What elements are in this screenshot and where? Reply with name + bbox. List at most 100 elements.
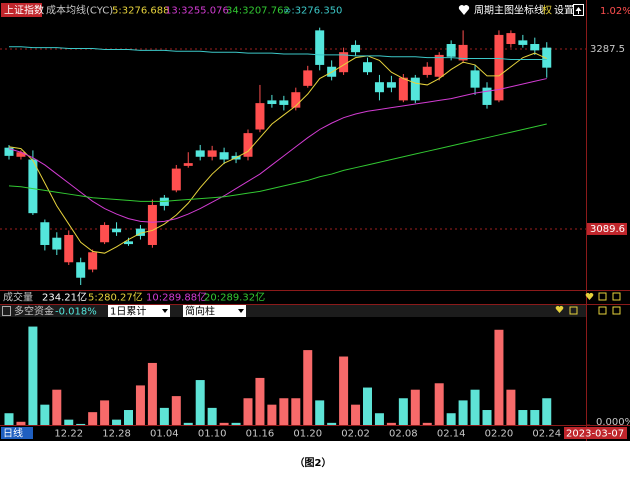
bar <box>327 422 337 425</box>
dropdown-arrow <box>162 309 168 313</box>
toolbar-item[interactable]: 设置 <box>554 5 574 17</box>
period: 日线 <box>3 427 23 440</box>
candle-body <box>315 30 325 65</box>
legend-entry: ∞:3276.350 <box>283 6 342 17</box>
x-tick-label: 01.04 <box>150 429 179 440</box>
bar <box>171 396 181 425</box>
chart-background <box>0 0 630 441</box>
candle-body <box>16 152 26 157</box>
dropdown[interactable] <box>183 305 246 317</box>
ma-line <box>8 52 547 254</box>
candle-body <box>363 62 372 73</box>
toolbar-item[interactable]: 周期 <box>474 5 494 17</box>
index-badge <box>1 3 42 17</box>
legend-entry: 13:3255.076 <box>165 6 229 17</box>
x-tick-label: 02.14 <box>437 429 466 440</box>
bar <box>28 326 38 425</box>
frame <box>0 0 630 441</box>
bar <box>315 400 325 425</box>
bar <box>458 400 468 425</box>
toolbar-item[interactable]: 权 <box>542 4 552 17</box>
bar <box>40 404 50 425</box>
bar <box>339 356 349 425</box>
candle-body <box>279 100 289 105</box>
candle-body <box>470 70 480 88</box>
top-right-label: 1.02% <box>600 6 630 17</box>
bar <box>231 422 241 425</box>
x-tick-label: 01.10 <box>198 429 227 440</box>
bar <box>267 404 277 425</box>
ma-line <box>8 78 547 223</box>
collapse-arrow <box>575 7 582 14</box>
bar <box>363 387 372 425</box>
bar <box>434 383 444 425</box>
ma-line <box>8 123 547 202</box>
help-icon[interactable] <box>2 306 11 316</box>
candle-body <box>100 224 110 243</box>
bar <box>4 413 14 425</box>
bar <box>124 410 133 425</box>
candle-body <box>112 228 122 233</box>
candle-body <box>446 44 456 57</box>
bar <box>52 389 62 425</box>
candle-body <box>88 252 98 270</box>
candle-body <box>171 168 181 191</box>
period-badge[interactable] <box>1 427 33 439</box>
candle-body <box>518 40 528 45</box>
bar <box>530 410 540 425</box>
candle-body <box>291 92 301 108</box>
index-name: 上证指数 <box>4 4 44 17</box>
bar <box>506 389 516 425</box>
candle-body <box>243 133 253 157</box>
x-tick-label: 02.08 <box>389 429 418 440</box>
bar <box>195 380 205 425</box>
y-tick-label: 3089.6 <box>590 224 625 235</box>
indicator-name: 成本均线(CYC) <box>46 4 113 17</box>
bar <box>422 422 432 425</box>
x-tick-label: 02.24 <box>532 429 561 440</box>
volume-ma: 5:280.27亿 <box>88 291 143 304</box>
candle-body <box>207 150 217 157</box>
bar <box>518 410 528 425</box>
bar <box>291 398 301 425</box>
caption: （图2） <box>295 456 332 469</box>
collapse-button[interactable] <box>573 4 584 16</box>
bar <box>159 407 169 425</box>
toolbar-item[interactable]: 主图 <box>494 5 514 17</box>
bar <box>219 422 229 425</box>
candle-body <box>76 262 86 278</box>
bar <box>398 398 408 425</box>
x-tick-label: 12.22 <box>54 429 83 440</box>
volume-label: 成交量 <box>3 291 33 304</box>
candle-body <box>219 152 229 160</box>
legend-entry: 34:3207.762 <box>226 6 290 17</box>
candle-body <box>422 66 432 75</box>
candle-body <box>147 204 157 245</box>
bar <box>410 389 420 425</box>
candle-body <box>267 100 277 105</box>
dropdown-arrow <box>238 309 244 313</box>
bar <box>100 400 110 425</box>
candle-body <box>458 44 468 61</box>
dropdown-label: 简向柱 <box>185 305 215 318</box>
y-tick-label: 3287.5 <box>590 44 625 55</box>
candle-body <box>374 82 384 93</box>
bar <box>351 404 361 425</box>
dropdown[interactable] <box>108 305 170 317</box>
candle-body <box>351 44 361 53</box>
volume-ma: 20:289.32亿 <box>204 291 265 304</box>
panel-icons[interactable] <box>555 292 621 315</box>
candle-body <box>183 163 193 166</box>
bar <box>88 412 98 425</box>
y-tick-label: 0.000% <box>596 417 630 428</box>
bar <box>482 410 492 425</box>
toolbar-item[interactable]: 坐标线 <box>514 4 544 17</box>
bar <box>386 422 396 425</box>
candle-body <box>255 103 265 130</box>
favorite-icon[interactable] <box>458 5 470 15</box>
bar <box>112 419 122 425</box>
cursor-date: 2023-03-07 <box>566 429 624 440</box>
candle-body <box>135 228 145 236</box>
volume-value: 234.21亿 <box>42 291 87 304</box>
